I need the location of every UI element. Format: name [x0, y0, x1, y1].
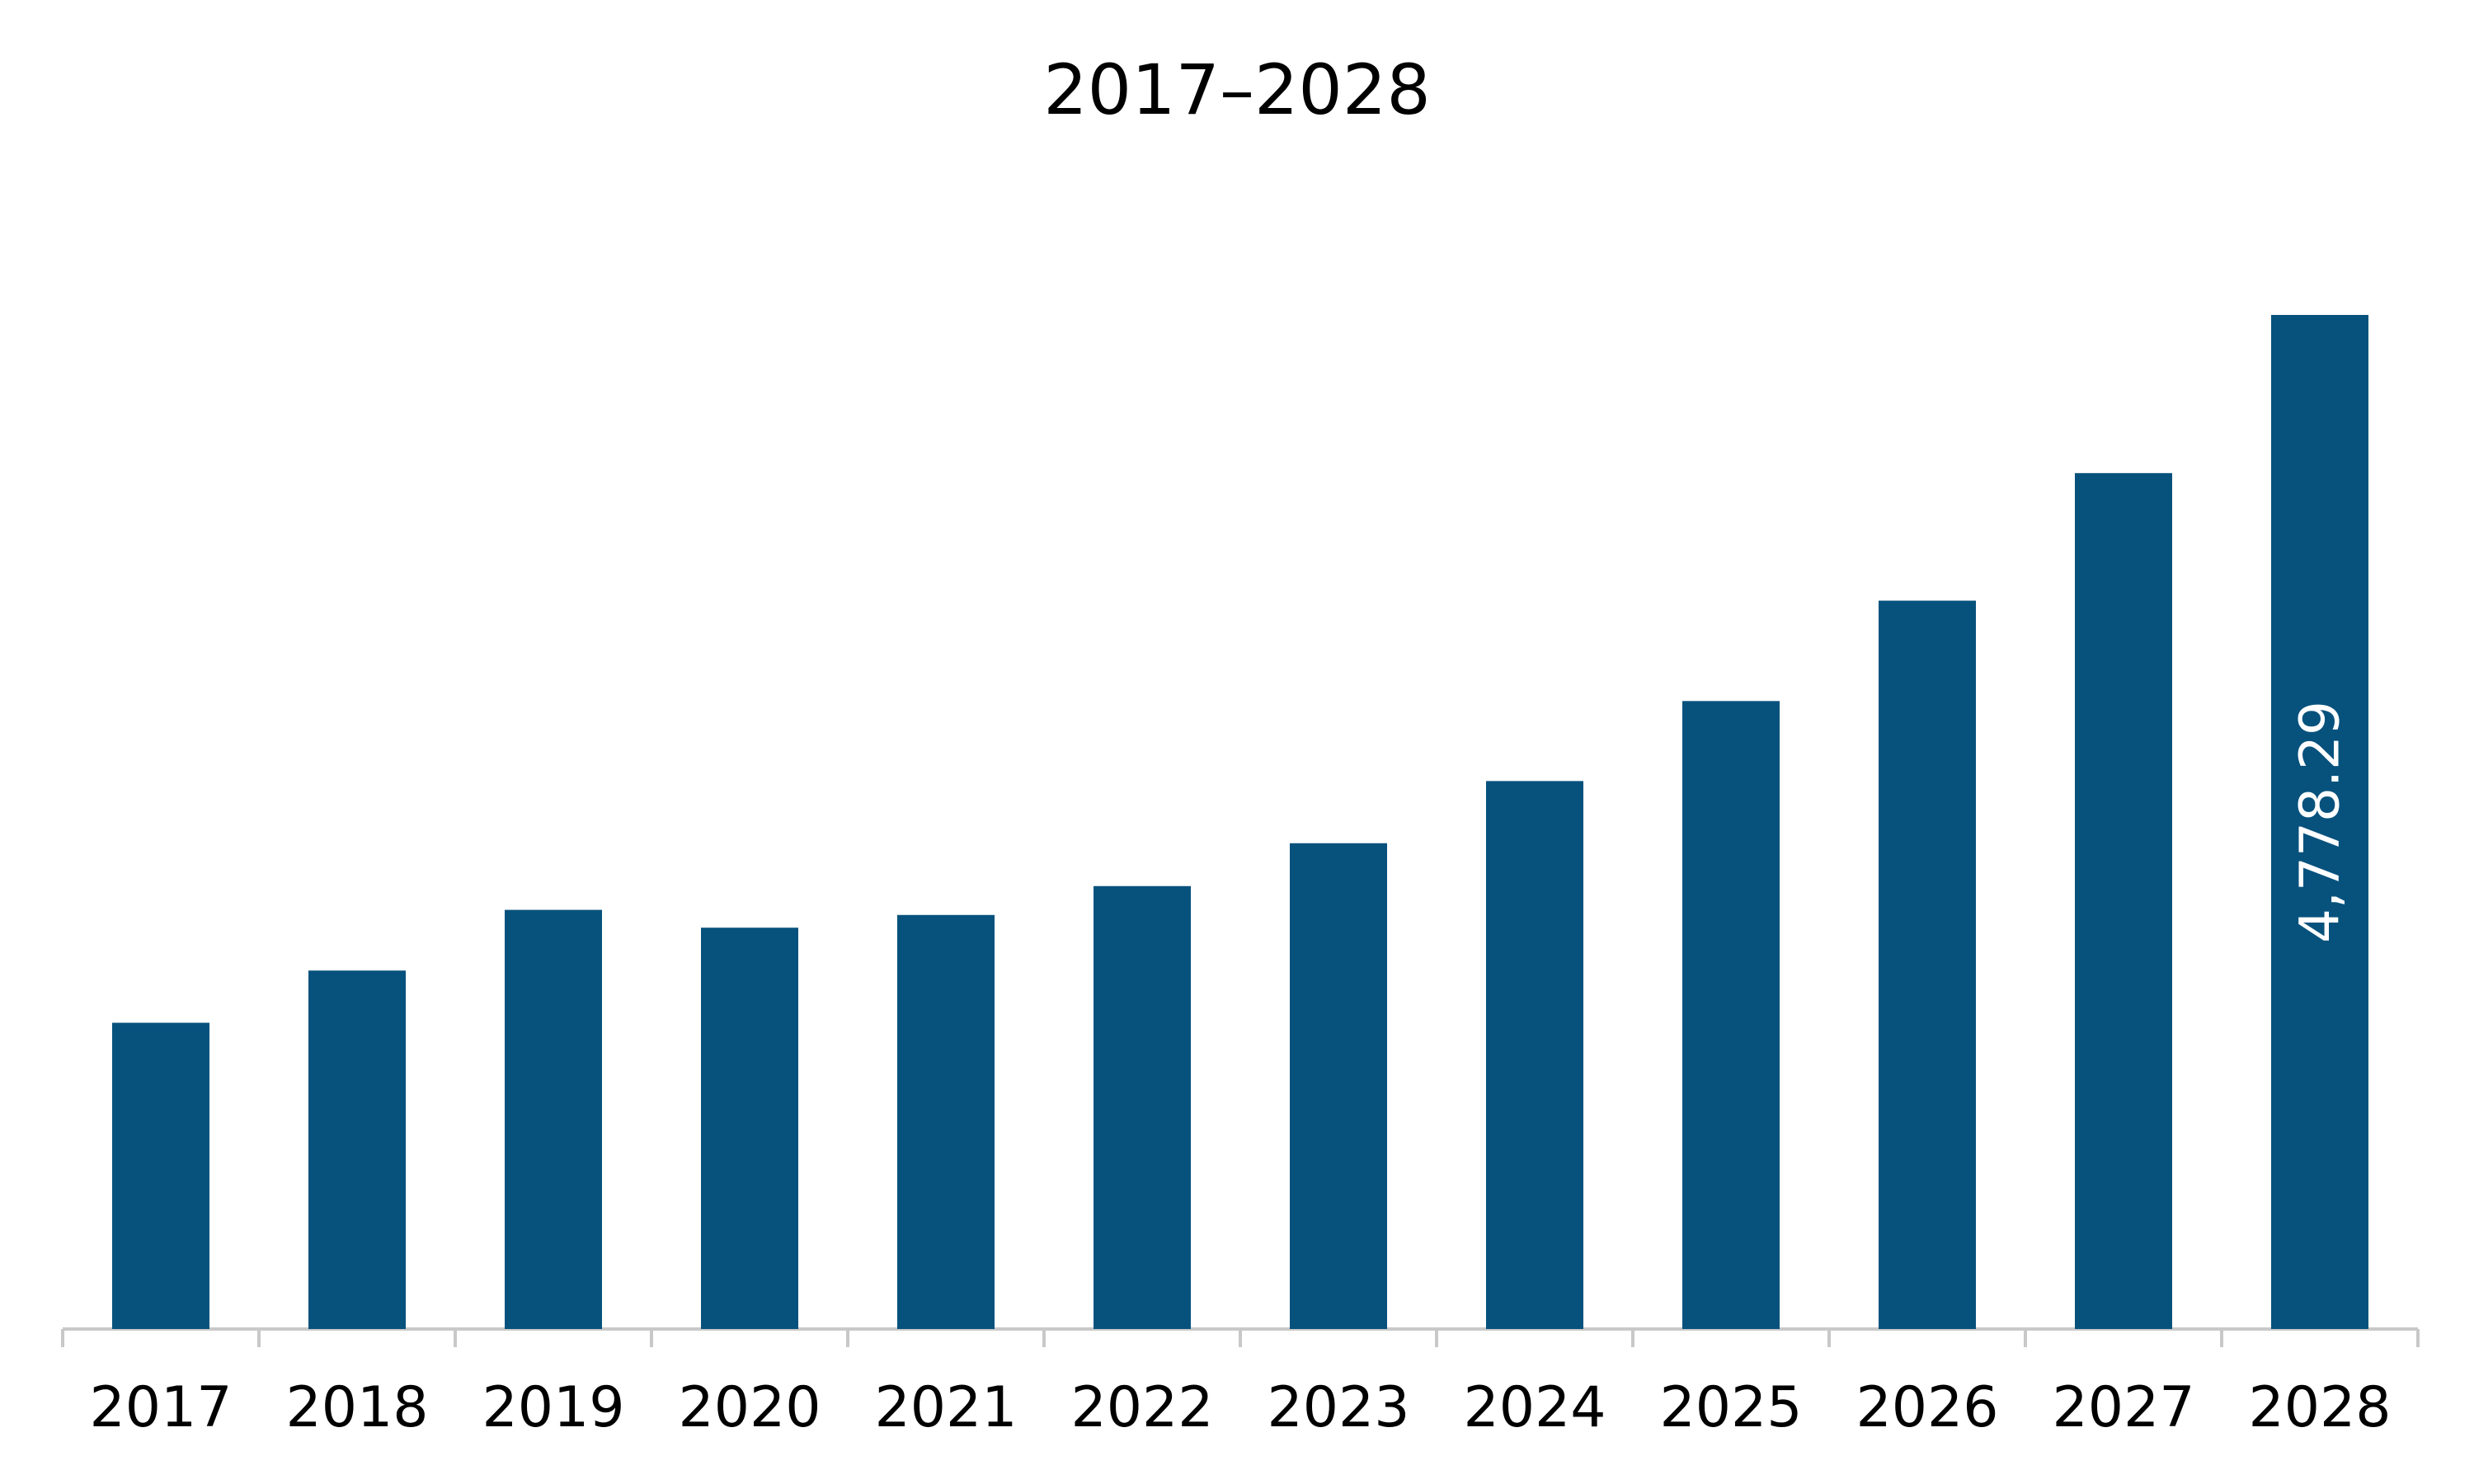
x-tick-label-2021: 2021	[874, 1375, 1017, 1440]
x-tick-label-2019: 2019	[482, 1375, 624, 1440]
x-tick-label-2026: 2026	[1856, 1375, 1998, 1440]
x-tick-label-2028: 2028	[2248, 1375, 2391, 1440]
bar-2020	[701, 928, 798, 1329]
x-tick-label-2020: 2020	[678, 1375, 821, 1440]
x-tick-label-2023: 2023	[1267, 1375, 1409, 1440]
bar-2024	[1486, 781, 1583, 1329]
bar-2017	[112, 1022, 209, 1329]
bar-2028	[2271, 315, 2368, 1329]
bar-2019	[505, 909, 602, 1329]
x-tick-label-2017: 2017	[89, 1375, 232, 1440]
bar-2021	[897, 914, 995, 1329]
data-label-2028: 4,778.29	[2288, 701, 2352, 943]
x-tick-label-2024: 2024	[1463, 1375, 1606, 1440]
bar-2023	[1290, 843, 1387, 1329]
chart-title: 2017–2028	[1043, 49, 1431, 130]
x-tick-label-2027: 2027	[2052, 1375, 2194, 1440]
bar-2018	[308, 970, 406, 1329]
bar-2027	[2075, 472, 2172, 1329]
bar-2022	[1094, 885, 1191, 1329]
x-tick-label-2025: 2025	[1659, 1375, 1802, 1440]
bar-2025	[1682, 701, 1780, 1329]
bar-2026	[1879, 600, 1976, 1329]
x-tick-label-2018: 2018	[285, 1375, 428, 1440]
x-tick-label-2022: 2022	[1070, 1375, 1213, 1440]
